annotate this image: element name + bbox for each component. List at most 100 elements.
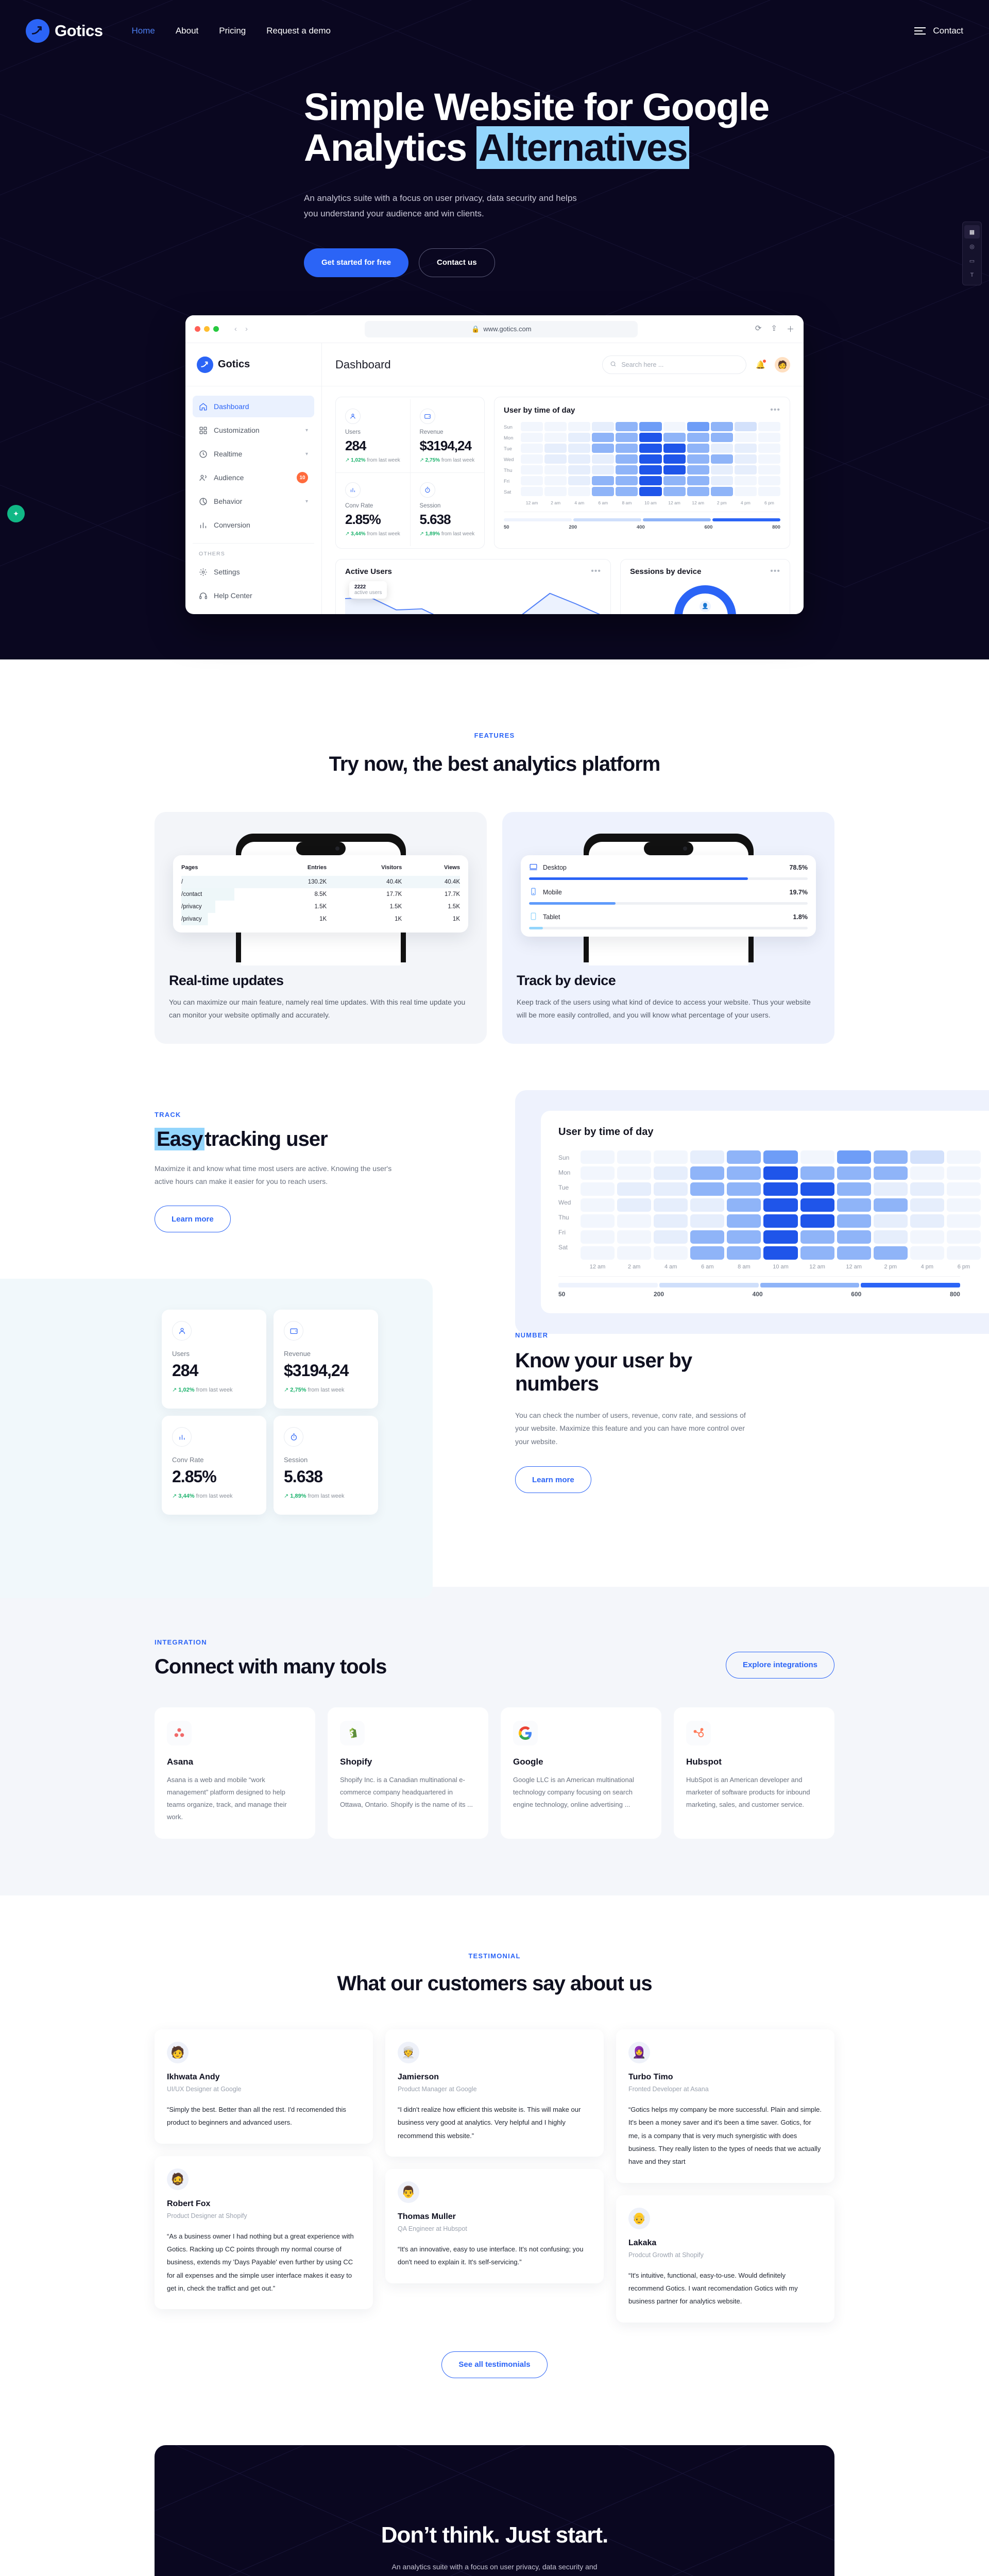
kpi-conv-value: 2.85% (345, 512, 381, 527)
testimonial-name: Thomas Muller (398, 2212, 456, 2221)
integration-card-asana[interactable]: Asana Asana is a web and mobile “work ma… (155, 1707, 315, 1839)
floating-side-toolbar[interactable]: ▦ ◎ ▭ T (962, 222, 982, 285)
sidebar-label-realtime: Realtime (214, 450, 243, 458)
heatmap-cell (734, 433, 757, 442)
nav-link-home[interactable]: Home (131, 26, 155, 36)
heatmap-cell (758, 422, 780, 431)
number-session-delta: ↗ 1,89% from last week (284, 1493, 345, 1500)
sidebar-item-dashboard[interactable]: Dashboard (193, 396, 314, 417)
user-avatar[interactable]: 🧑 (775, 357, 790, 372)
heatmap-day-label: Sat (504, 489, 511, 495)
back-icon[interactable]: ‹ (234, 325, 237, 333)
toolbar-settings-icon[interactable]: ◎ (969, 243, 975, 250)
heatmap-legend-tick: 50 (504, 524, 509, 530)
browser-url-bar[interactable]: 🔒 www.gotics.com (365, 320, 638, 337)
device-pct-tablet: 1.8% (793, 913, 808, 921)
heatmap-cell (687, 444, 709, 453)
integration-card-hubspot[interactable]: Hubspot HubSpot is an American developer… (674, 1707, 834, 1839)
toolbar-text-icon[interactable]: T (970, 272, 974, 278)
numbers-desc: You can check the number of users, reven… (515, 1411, 746, 1446)
heatmap-day-label: Mon (558, 1169, 571, 1176)
floating-action-button[interactable]: ✦ (7, 505, 25, 522)
heatmap-cell (727, 1150, 761, 1164)
avatar: 👳 (398, 2041, 419, 2063)
sidebar-item-audience[interactable]: Audience 10 (193, 467, 314, 488)
testimonial-title: What our customers say about us (337, 1972, 652, 1995)
heatmap-legend-tick: 800 (772, 524, 780, 530)
cta-section: Don’t think. Just start. An analytics su… (0, 2445, 989, 2576)
heatmap-hour-label: 2 am (551, 500, 561, 505)
heatmap-legend-tick: 400 (636, 524, 645, 530)
chevron-down-icon: ▾ (305, 498, 308, 504)
sidebar-item-behavior[interactable]: Behavior ▾ (193, 490, 314, 512)
heatmap-hour-label: 8 am (622, 500, 632, 505)
track-chart-title: User by time of day (558, 1126, 654, 1138)
share-icon[interactable]: ⇪ (771, 324, 777, 333)
sidebar-label-help-center: Help Center (214, 591, 252, 600)
track-learn-more-button[interactable]: Learn more (155, 1206, 231, 1233)
dashboard-logo: Gotics (185, 343, 321, 386)
heatmap-cell (663, 476, 686, 485)
heatmap-cell (581, 1230, 615, 1244)
sidebar-item-settings[interactable]: Settings (193, 561, 314, 583)
forward-icon[interactable]: › (245, 325, 248, 333)
avatar: 👨 (398, 2181, 419, 2203)
toolbar-layout-icon[interactable]: ▭ (969, 258, 975, 264)
sidebar-item-realtime[interactable]: Realtime ▾ (193, 443, 314, 465)
heatmap-day-label: Thu (558, 1214, 569, 1221)
heatmap-grid (521, 422, 780, 496)
heatmap-cell (654, 1182, 688, 1196)
browser-nav-arrows[interactable]: ‹ › (234, 325, 248, 333)
sidebar-item-conversion[interactable]: Conversion (193, 514, 314, 536)
numbers-title: Know your user by numbers (515, 1349, 692, 1395)
gear-icon (199, 568, 208, 577)
contact-us-button[interactable]: Contact us (419, 248, 495, 277)
nav-contact-link[interactable]: Contact (933, 26, 963, 36)
heatmap-cell (639, 454, 662, 464)
heatmap-cell (910, 1150, 944, 1164)
sidebar-item-customization[interactable]: Customization ▾ (193, 419, 314, 441)
hamburger-menu-icon[interactable] (914, 27, 926, 35)
integration-desc-google: Google LLC is an American multinational … (513, 1775, 634, 1808)
heatmap-cell (521, 444, 543, 453)
nav-link-pricing[interactable]: Pricing (219, 26, 246, 36)
toolbar-grid-icon[interactable]: ▦ (964, 225, 980, 239)
numbers-learn-more-button[interactable]: Learn more (515, 1466, 591, 1494)
notification-bell-icon[interactable]: 🔔 (756, 359, 766, 369)
heatmap-legend-tick: 600 (851, 1291, 862, 1298)
heatmap-cell (639, 444, 662, 453)
more-options-icon[interactable]: ••• (591, 567, 601, 575)
integration-card-google[interactable]: Google Google LLC is an American multina… (501, 1707, 661, 1839)
nav-link-about[interactable]: About (175, 26, 199, 36)
heatmap-y-labels-large: Sun Mon Tue Wed Thu Fri Sat (558, 1150, 576, 1270)
logo[interactable]: Gotics (26, 19, 103, 43)
testimonial-eyebrow: TESTIMONIAL (468, 1952, 521, 1960)
col-entries: Entries (307, 865, 327, 871)
sidebar-item-help-center[interactable]: Help Center (193, 585, 314, 606)
explore-integrations-button[interactable]: Explore integrations (725, 1651, 834, 1679)
see-all-testimonials-button[interactable]: See all testimonials (441, 2351, 548, 2378)
reload-icon[interactable]: ⟳ (755, 324, 762, 333)
number-card-revenue: Revenue $3194,24 ↗ 2,75% from last week (274, 1310, 378, 1409)
heatmap-day-label: Fri (558, 1229, 566, 1236)
heatmap-cell (837, 1182, 871, 1196)
number-conv-value: 2.85% (172, 1467, 217, 1486)
heatmap-cell (873, 1230, 908, 1244)
heatmap-cell (544, 433, 567, 442)
more-options-icon[interactable]: ••• (770, 567, 780, 575)
heatmap-cell (687, 476, 709, 485)
testimonial-quote: “It's intuitive, functional, easy-to-use… (628, 2271, 798, 2306)
dashboard-search-input[interactable]: Search here ... (602, 355, 747, 374)
audience-badge: 10 (297, 472, 308, 483)
integration-card-shopify[interactable]: Shopify Shopify Inc. is a Canadian multi… (328, 1707, 488, 1839)
get-started-button[interactable]: Get started for free (304, 248, 409, 277)
heatmap-cell (616, 454, 638, 464)
new-tab-icon[interactable]: ＋ (786, 325, 794, 334)
heatmap-cell (521, 433, 543, 442)
heatmap-cell (687, 487, 709, 496)
nav-link-request-demo[interactable]: Request a demo (266, 26, 331, 36)
numbers-eyebrow: NUMBER (515, 1331, 549, 1339)
number-card-conv-rate: Conv Rate 2.85% ↗ 3,44% from last week (162, 1416, 266, 1515)
window-controls[interactable] (195, 326, 219, 332)
more-options-icon[interactable]: ••• (770, 405, 780, 414)
